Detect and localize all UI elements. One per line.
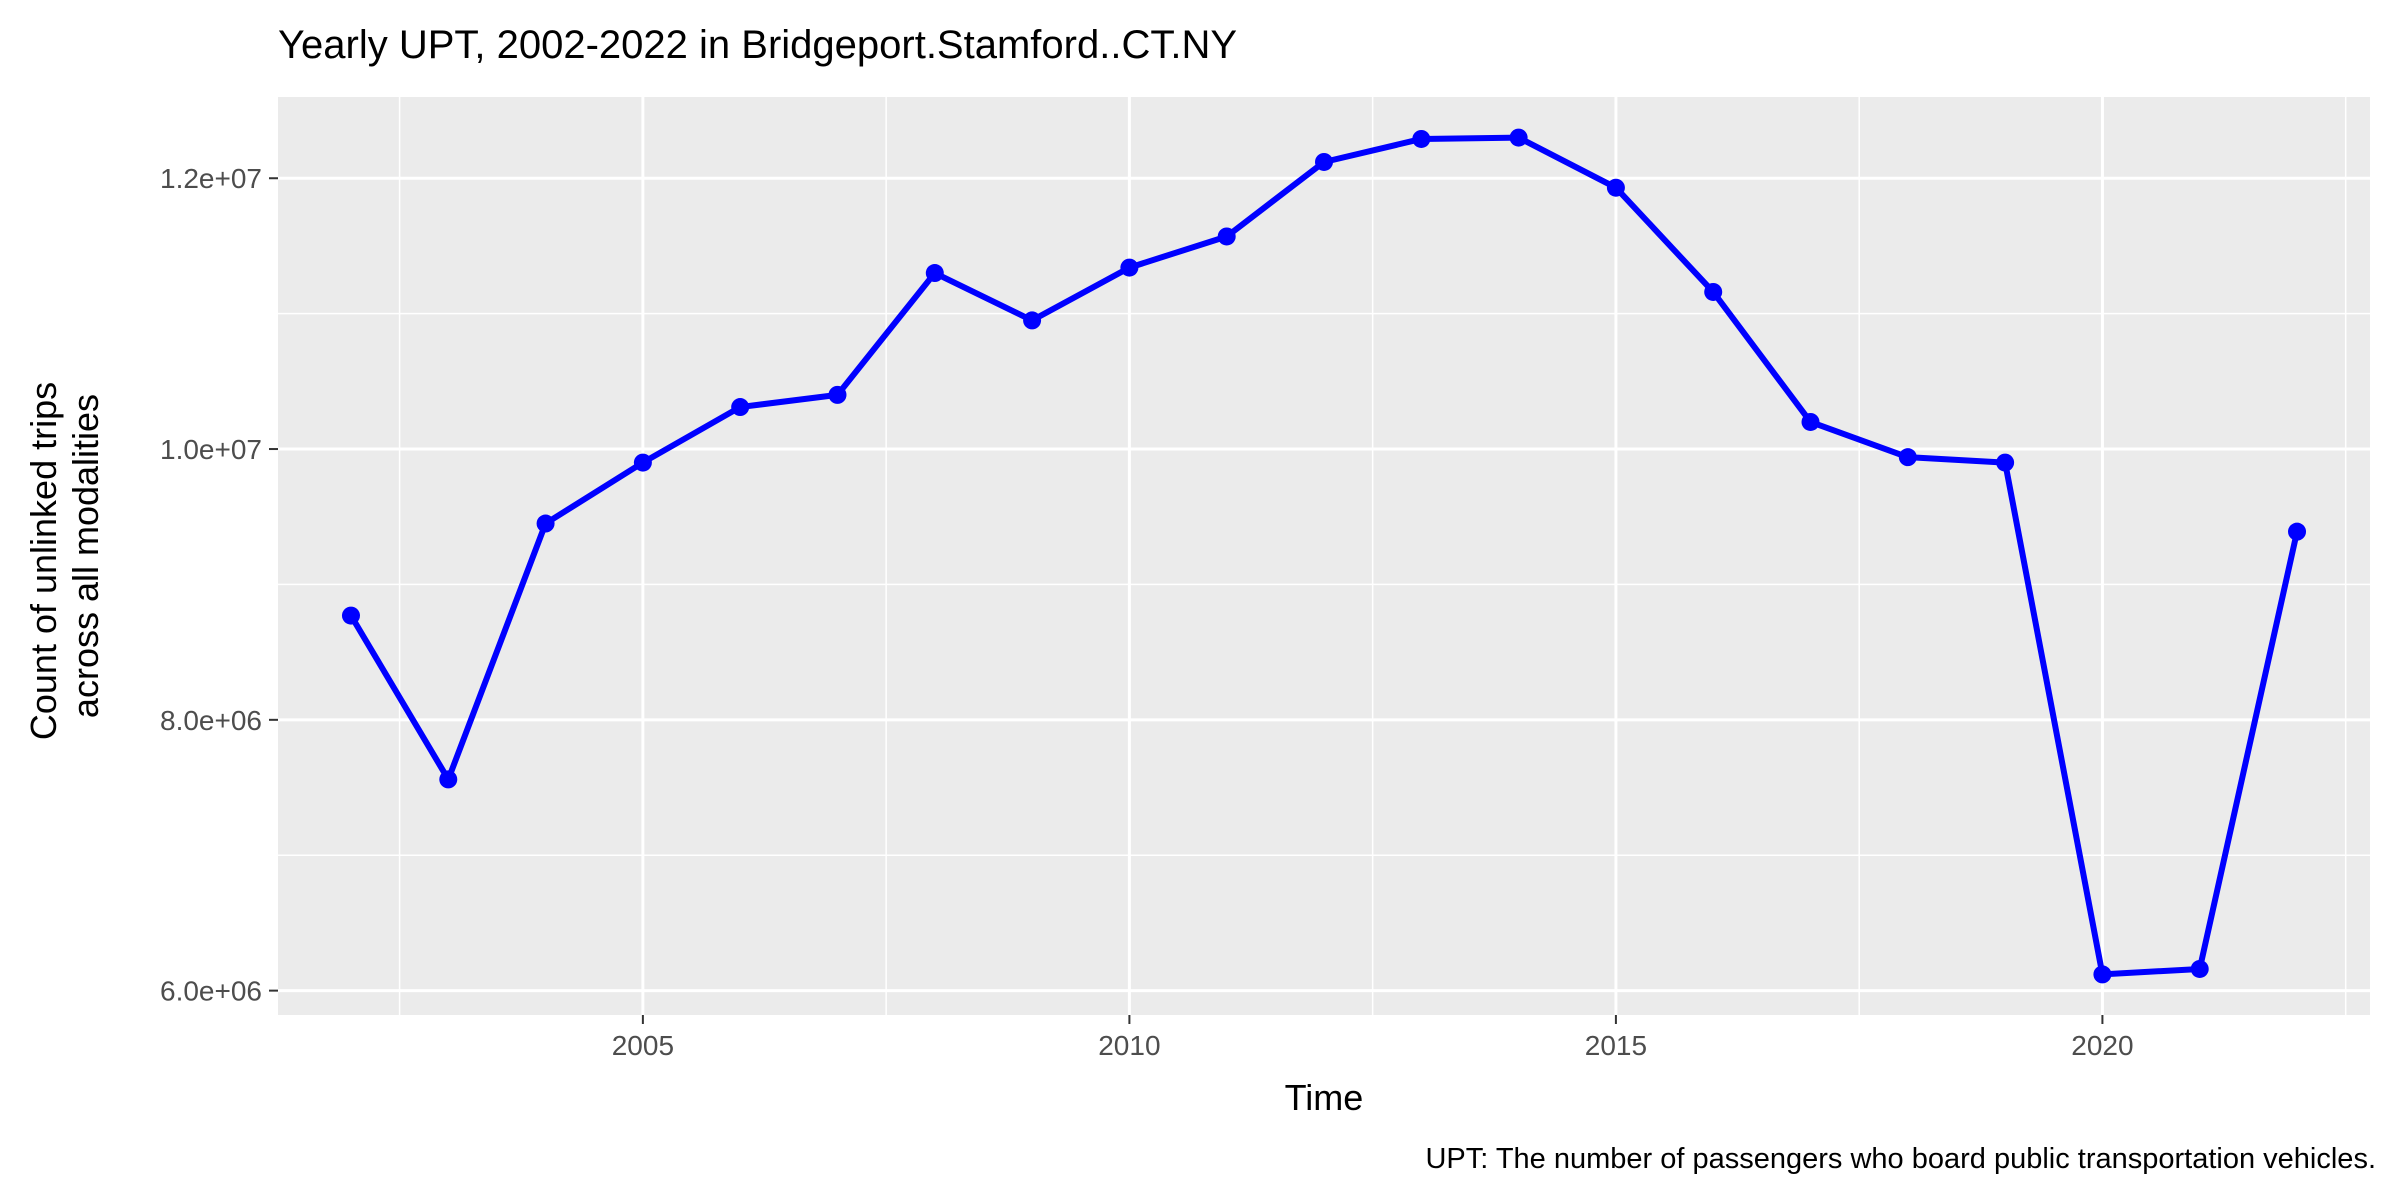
y-axis-label: Count of unlinked trips across all modal… bbox=[23, 372, 106, 740]
chart-caption: UPT: The number of passengers who board … bbox=[1425, 1143, 2376, 1175]
data-point bbox=[2288, 522, 2307, 541]
minor-gridlines bbox=[278, 97, 2370, 1015]
data-point bbox=[2190, 959, 2209, 978]
x-tick-label: 2005 bbox=[612, 1030, 674, 1061]
data-point bbox=[439, 770, 458, 789]
y-tick-label: 6.0e+06 bbox=[160, 976, 262, 1007]
y-axis-label-line-1: Count of unlinked trips bbox=[23, 382, 64, 740]
y-tick-label: 1.0e+07 bbox=[160, 434, 262, 465]
y-tick-label: 8.0e+06 bbox=[160, 705, 262, 736]
x-tick-label: 2010 bbox=[1098, 1030, 1160, 1061]
chart-title: Yearly UPT, 2002-2022 in Bridgeport.Stam… bbox=[278, 23, 1237, 67]
data-point bbox=[1704, 282, 1723, 301]
major-gridlines bbox=[278, 97, 2370, 1015]
data-point bbox=[731, 398, 750, 417]
x-tick-label: 2020 bbox=[2071, 1030, 2133, 1061]
data-point bbox=[633, 453, 652, 472]
data-point bbox=[1120, 258, 1139, 277]
x-axis-label: Time bbox=[1285, 1077, 1364, 1118]
data-point bbox=[536, 514, 555, 533]
data-point bbox=[1801, 412, 1820, 431]
data-point bbox=[1412, 129, 1431, 148]
plot-panel bbox=[278, 97, 2370, 1015]
y-axis: 6.0e+06 8.0e+06 1.0e+07 1.2e+07 bbox=[160, 163, 278, 1007]
x-axis: 2005 2010 2015 2020 bbox=[612, 1015, 2134, 1061]
data-point bbox=[1898, 448, 1917, 467]
data-point bbox=[925, 264, 944, 283]
data-point bbox=[341, 606, 360, 625]
data-point bbox=[2093, 965, 2112, 984]
data-point bbox=[1509, 128, 1528, 147]
data-point bbox=[1315, 152, 1333, 171]
data-point bbox=[1023, 311, 1042, 330]
data-point bbox=[828, 385, 847, 404]
y-axis-label-line-2: across all modalities bbox=[65, 394, 106, 718]
data-point bbox=[1606, 178, 1625, 197]
y-tick-label: 1.2e+07 bbox=[160, 163, 262, 194]
data-point bbox=[1217, 227, 1236, 246]
data-point bbox=[1996, 453, 2015, 472]
series-layer bbox=[341, 128, 2307, 984]
x-tick-label: 2015 bbox=[1585, 1030, 1647, 1061]
